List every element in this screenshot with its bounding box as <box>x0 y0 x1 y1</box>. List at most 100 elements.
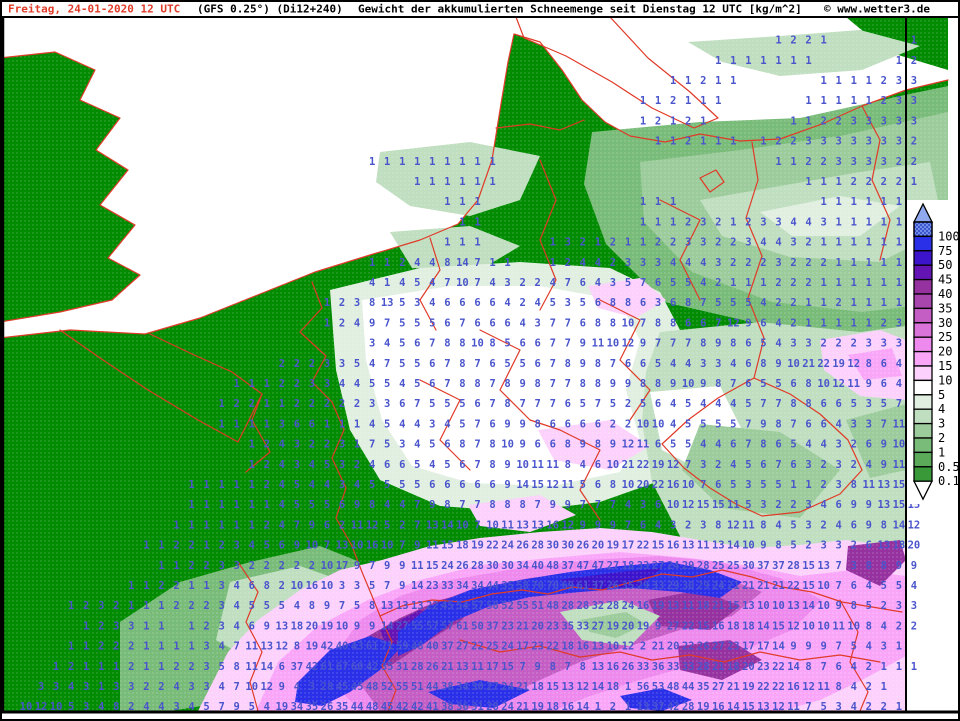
grid-value: 60 <box>351 661 364 673</box>
grid-value: 1 <box>805 176 811 188</box>
grid-value: 2 <box>399 257 405 269</box>
grid-value: 33 <box>652 580 665 592</box>
grid-value: 7 <box>474 519 480 531</box>
grid-value: 3 <box>128 620 134 632</box>
grid-value: 9 <box>866 519 872 531</box>
grid-value: 10 <box>817 600 830 612</box>
grid-value: 4 <box>369 358 375 370</box>
grid-value: 19 <box>652 600 665 612</box>
grid-value: 2 <box>565 257 571 269</box>
grid-value: 21 <box>652 641 665 653</box>
grid-value: 1 <box>745 55 751 67</box>
grid-value: 1 <box>896 701 902 713</box>
grid-value: 13 <box>516 519 529 531</box>
grid-value: 26 <box>607 580 620 592</box>
grid-value: 1 <box>851 95 857 107</box>
grid-value: 1 <box>881 257 887 269</box>
grid-value: 1 <box>339 418 345 430</box>
grid-value: 9 <box>580 358 586 370</box>
grid-value: 2 <box>745 257 751 269</box>
grid-value: 17 <box>757 641 770 653</box>
grid-value: 5 <box>309 499 315 511</box>
grid-value: 5 <box>866 600 872 612</box>
grid-value: 7 <box>384 580 390 592</box>
grid-value: 48 <box>546 600 559 612</box>
grid-value: 20 <box>637 479 650 491</box>
grid-value: 6 <box>565 418 571 430</box>
grid-value: 19 <box>306 641 319 653</box>
credit: © www.wetter3.de <box>824 3 930 16</box>
grid-value: 8 <box>489 499 495 511</box>
grid-value: 26 <box>456 560 469 572</box>
grid-value: 3 <box>881 641 887 653</box>
grid-value: 70 <box>546 580 559 592</box>
grid-value: 13 <box>787 600 800 612</box>
grid-value: 12 <box>546 479 559 491</box>
grid-value: 7 <box>324 540 330 552</box>
grid-value: 34 <box>471 580 484 592</box>
border-line <box>559 429 601 521</box>
border-line <box>745 141 765 379</box>
grid-value: 7 <box>836 641 842 653</box>
grid-value: 4 <box>384 499 390 511</box>
grid-value: 44 <box>682 681 695 693</box>
grid-value: 3 <box>896 317 902 329</box>
grid-value: 2 <box>775 277 781 289</box>
grid-value: 7 <box>474 358 480 370</box>
grid-value: 9 <box>369 317 375 329</box>
grid-value: 1 <box>851 237 857 249</box>
grid-value: 4 <box>790 216 796 228</box>
grid-value: 3 <box>775 216 781 228</box>
grid-value: 8 <box>535 378 541 390</box>
grid-value: 6 <box>775 439 781 451</box>
grid-value: 3 <box>203 661 209 673</box>
grid-value: 1 <box>173 560 179 572</box>
grid-value: 3 <box>670 519 676 531</box>
grid-value: 5 <box>384 378 390 390</box>
grid-value: 18 <box>727 661 740 673</box>
grid-value: 13 <box>682 540 695 552</box>
grid-value: 2 <box>911 620 917 632</box>
grid-value: 2 <box>294 560 300 572</box>
grid-value: 8 <box>715 519 721 531</box>
grid-value: 4 <box>896 378 902 390</box>
grid-value: 1 <box>264 418 270 430</box>
grid-value: 5 <box>580 297 586 309</box>
grid-value: 9 <box>309 519 315 531</box>
border-line <box>379 569 903 617</box>
grid-value: 3 <box>53 681 59 693</box>
grid-value: 8 <box>805 378 811 390</box>
grid-value: 21 <box>742 580 755 592</box>
grid-value: 9 <box>745 317 751 329</box>
grid-value: 2 <box>519 297 525 309</box>
grid-value: 10 <box>847 620 860 632</box>
grid-value: 1 <box>836 317 842 329</box>
grid-value: 67 <box>336 661 349 673</box>
grid-value: 2 <box>820 459 826 471</box>
grid-value: 1 <box>173 641 179 653</box>
grid-value: 2 <box>188 560 194 572</box>
grid-value: 4 <box>414 257 420 269</box>
grid-value: 3 <box>911 115 917 127</box>
grid-value: 27 <box>712 641 725 653</box>
grid-value: 2 <box>324 439 330 451</box>
grid-value: 9 <box>354 499 360 511</box>
grid-value: 11 <box>637 439 650 451</box>
grid-value: 1 <box>640 196 646 208</box>
grid-value: 4 <box>324 479 330 491</box>
grid-value: 7 <box>369 439 375 451</box>
grid-value: 3 <box>294 459 300 471</box>
grid-value: 16 <box>712 620 725 632</box>
grid-value: 61 <box>366 641 379 653</box>
grid-value: 9 <box>504 459 510 471</box>
grid-value: 3 <box>896 338 902 350</box>
grid-value: 29 <box>682 560 695 572</box>
grid-value: 1 <box>158 620 164 632</box>
grid-value: 19 <box>276 701 289 713</box>
grid-value: 8 <box>790 398 796 410</box>
grid-value: 4 <box>294 681 300 693</box>
grid-value: 1 <box>474 156 480 168</box>
grid-value: 9 <box>820 641 826 653</box>
grid-value: 28 <box>682 701 695 713</box>
